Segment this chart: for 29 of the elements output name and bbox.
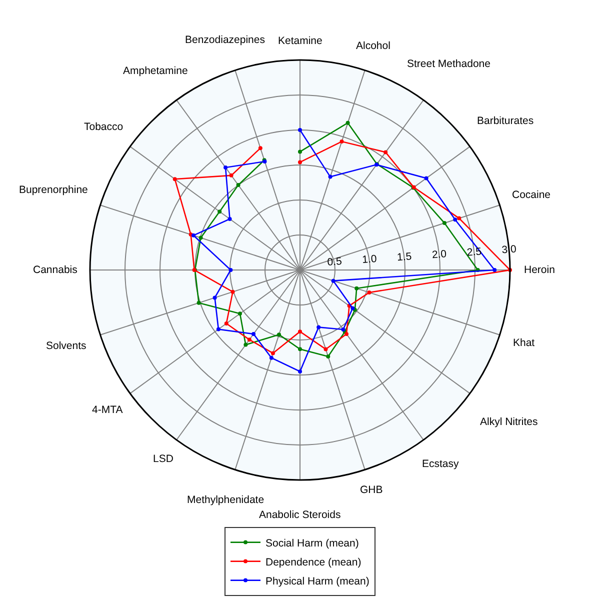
spoke-label: Khat xyxy=(513,337,535,349)
spoke-label: Ketamine xyxy=(278,35,323,47)
spoke-label: GHB xyxy=(360,484,383,496)
y-tick-label: 1.0 xyxy=(362,253,378,266)
spoke-label: 4-MTA xyxy=(92,404,123,416)
spoke-label: LSD xyxy=(153,453,174,465)
spoke-label: Buprenorphine xyxy=(19,184,88,196)
spoke-label: Methylphenidate xyxy=(187,494,264,506)
y-tick-label: 2.0 xyxy=(432,248,448,262)
spoke-label: Ecstasy xyxy=(422,458,460,470)
spoke-label: Alkyl Nitrites xyxy=(480,416,538,428)
y-tick-label: 1.5 xyxy=(396,250,412,264)
spoke-label: Benzodiazepines xyxy=(185,34,265,46)
y-tick-label: 0.5 xyxy=(326,255,342,268)
spoke-label: Barbiturates xyxy=(477,115,534,127)
spoke-label: Cannabis xyxy=(33,264,78,276)
spoke-label: Cocaine xyxy=(512,189,551,201)
spoke-label: Heroin xyxy=(524,264,556,276)
legend-label: Physical Harm (mean) xyxy=(266,575,370,588)
legend-label: Dependence (mean) xyxy=(266,556,362,568)
spoke-label: Street Methadone xyxy=(407,58,491,70)
spoke-label: Amphetamine xyxy=(123,65,188,77)
spoke-label: Tobacco xyxy=(84,121,124,133)
spoke-label: Solvents xyxy=(46,340,86,352)
spoke-label: Anabolic Steroids xyxy=(259,509,341,521)
y-tick-label: 2.5 xyxy=(466,246,482,259)
y-tick-label: 3.0 xyxy=(501,243,517,256)
spoke-label: Alcohol xyxy=(356,40,390,52)
legend-label: Social Harm (mean) xyxy=(266,537,359,550)
